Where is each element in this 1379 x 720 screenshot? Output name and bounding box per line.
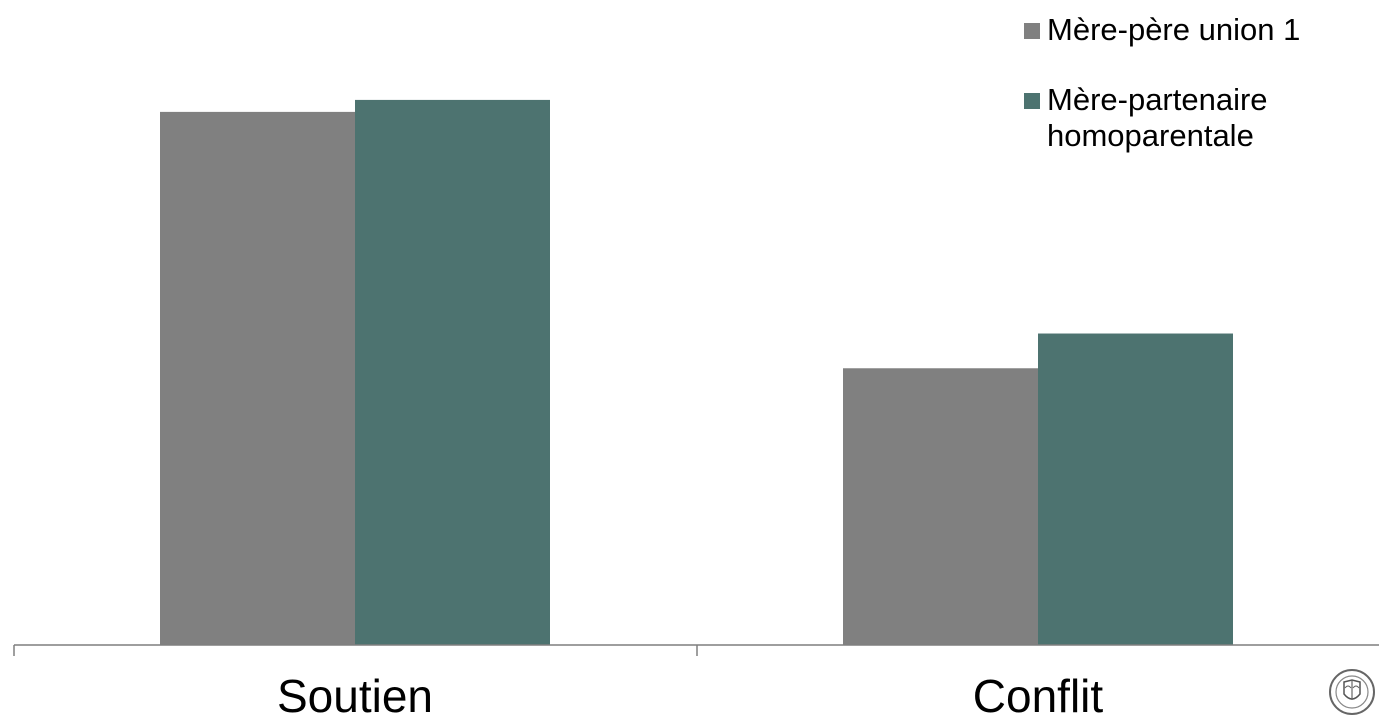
bar-conflit-series-2: [1038, 333, 1233, 645]
legend-label-series-1: Mère-père union 1: [1047, 12, 1301, 47]
university-seal-icon: [1329, 669, 1375, 715]
legend-swatch-series-2: [1024, 93, 1040, 109]
x-tick-label-conflit: Conflit: [973, 670, 1104, 720]
legend-item-series-2: Mère-partenaire homoparentale: [1024, 82, 1374, 154]
x-axis: [13, 644, 1379, 656]
legend-item-series-1: Mère-père union 1: [1024, 12, 1374, 48]
legend: Mère-père union 1 Mère-partenaire homopa…: [1024, 12, 1374, 188]
bars-group: [160, 99, 1233, 645]
bar-soutien-series-2: [355, 99, 550, 645]
bar-conflit-series-1: [843, 368, 1038, 645]
bar-soutien-series-1: [160, 111, 355, 645]
legend-label-series-2: Mère-partenaire homoparentale: [1047, 82, 1268, 153]
x-tick-label-soutien: Soutien: [277, 670, 433, 720]
legend-swatch-series-1: [1024, 23, 1040, 39]
x-tick-labels: Soutien Conflit: [277, 670, 1103, 720]
